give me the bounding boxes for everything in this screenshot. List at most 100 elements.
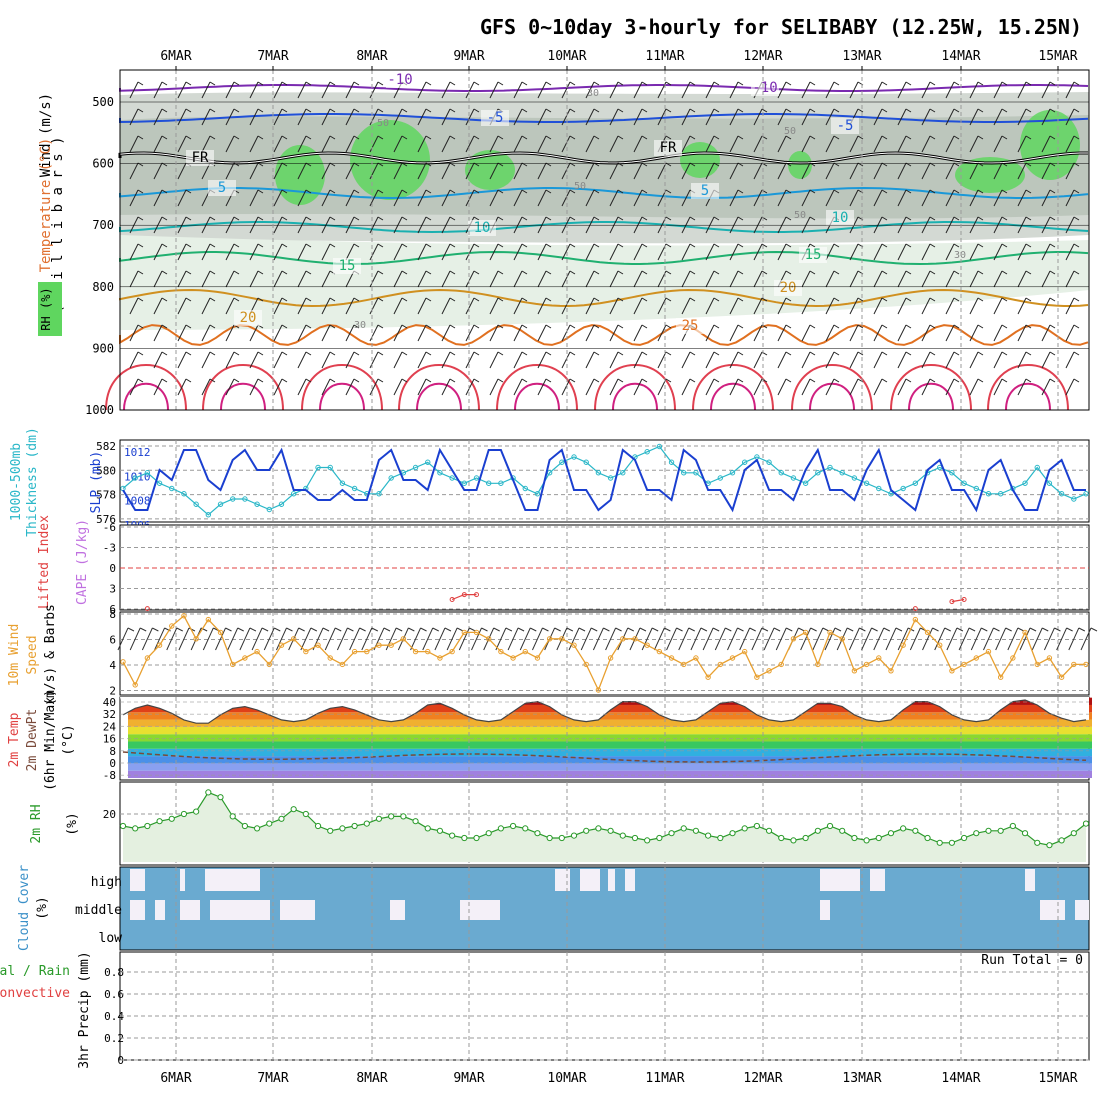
wind-barb-flag xyxy=(497,378,504,383)
wind-barb xyxy=(201,270,211,288)
thickness-point xyxy=(802,480,809,486)
wind-barb xyxy=(657,162,667,180)
temp-tick: 0 xyxy=(109,757,116,770)
wind-barb-flag xyxy=(953,81,960,86)
surface-wind-barb-flag xyxy=(310,627,318,632)
wind-barb xyxy=(753,243,763,261)
wind-barb xyxy=(873,378,883,396)
wind-barb xyxy=(921,189,931,207)
wind-barb-flag xyxy=(257,189,264,194)
wind-barb xyxy=(777,351,787,369)
wind-barb-flag xyxy=(881,108,888,113)
wind-barb xyxy=(465,243,475,261)
wind-barb xyxy=(1065,81,1075,99)
surface-wind-barb xyxy=(1031,627,1043,651)
rh-point xyxy=(790,837,797,844)
rh-point xyxy=(656,834,663,842)
rh-point xyxy=(205,789,212,796)
wind-barb xyxy=(849,351,859,369)
thickness-point xyxy=(290,491,297,497)
wind-barb xyxy=(369,108,379,126)
wind-barb-flag xyxy=(161,108,168,113)
thickness-point xyxy=(376,491,382,497)
wind-barb-flag xyxy=(353,297,360,302)
wind-barb xyxy=(417,297,427,315)
wind-barb-flag xyxy=(737,270,744,275)
wind-barb-flag xyxy=(1049,324,1056,329)
rh-point xyxy=(668,830,675,837)
wind-barb xyxy=(489,351,499,369)
wind-barb-flag xyxy=(329,81,336,86)
rh-point xyxy=(132,825,139,832)
surface-wind-barb-flag xyxy=(481,627,488,632)
thickness-point xyxy=(169,485,175,492)
wind-barb xyxy=(633,270,643,288)
surface-wind-barb-flag xyxy=(578,627,586,632)
wind-barb xyxy=(609,297,619,315)
wind-barb-flag xyxy=(953,351,960,356)
surface-wind-barb xyxy=(434,627,446,651)
wind-barb xyxy=(561,270,571,288)
wind-barb xyxy=(321,270,331,288)
wind-barb xyxy=(921,378,931,396)
wind-barb xyxy=(561,243,571,261)
wind-barb-flag xyxy=(425,324,432,329)
rh-point xyxy=(1021,830,1029,837)
wind-barb xyxy=(921,135,931,153)
wind-barb-flag xyxy=(161,324,168,329)
temp-color-band xyxy=(128,763,1092,771)
rh-point xyxy=(302,810,309,818)
surface-wind-barb xyxy=(861,627,873,651)
wind-barb xyxy=(753,189,763,207)
lifted-index-tick: -3 xyxy=(103,542,116,555)
wind-barb-flag xyxy=(521,81,528,86)
thickness-point xyxy=(1058,491,1065,497)
wind-barb xyxy=(201,135,211,153)
wind-barb-flag xyxy=(281,135,288,140)
slp-tick: 1012 xyxy=(124,446,151,459)
thickness-point xyxy=(766,459,772,465)
wind-barb-flag xyxy=(233,81,240,86)
thickness-point xyxy=(815,470,821,476)
wind-barb-flag xyxy=(497,351,504,356)
wind-barb-flag xyxy=(545,81,552,86)
wind-speed-point xyxy=(1034,661,1040,668)
wind-barb xyxy=(225,351,235,369)
wind-barb-flag xyxy=(833,297,840,302)
rh-point xyxy=(217,794,224,801)
wind-barb-flag xyxy=(593,351,600,356)
wind-barb-flag xyxy=(137,189,144,194)
wind-barb-flag xyxy=(689,108,696,113)
isotherm-15 xyxy=(119,250,1089,266)
temp-tick: -8 xyxy=(103,769,116,782)
wind-speed-point xyxy=(242,655,248,661)
wind-barb xyxy=(1041,189,1051,207)
thickness-point xyxy=(339,480,346,486)
wind-barb xyxy=(1065,297,1075,315)
thickness-point xyxy=(681,470,687,476)
wind-barb xyxy=(561,81,571,99)
wind-barb-flag xyxy=(1001,243,1008,248)
wind-speed-point xyxy=(425,648,431,655)
top-day-label: 9MAR xyxy=(453,49,484,64)
wind-barb-flag xyxy=(473,135,480,140)
thickness-point xyxy=(327,464,333,471)
surface-wind-barb xyxy=(702,627,714,651)
rh-point xyxy=(985,827,992,834)
wind-barb xyxy=(801,135,811,153)
wind-barb-flag xyxy=(1025,243,1032,248)
wind-barb xyxy=(873,351,883,369)
rh-green-patch xyxy=(788,151,812,179)
wind-barb xyxy=(153,81,163,99)
wind-barb xyxy=(969,162,979,180)
wind-barb-flag xyxy=(977,216,984,221)
wind-barb xyxy=(177,108,187,126)
top-day-label: 8MAR xyxy=(356,49,387,64)
wind-barb-flag xyxy=(737,351,744,356)
wind-barb-flag xyxy=(593,189,600,194)
middle-cloud-gap xyxy=(210,900,270,920)
cloud-level-label: low xyxy=(99,931,123,946)
wind-speed-point xyxy=(912,616,919,623)
contour-label: 20 xyxy=(240,310,257,326)
